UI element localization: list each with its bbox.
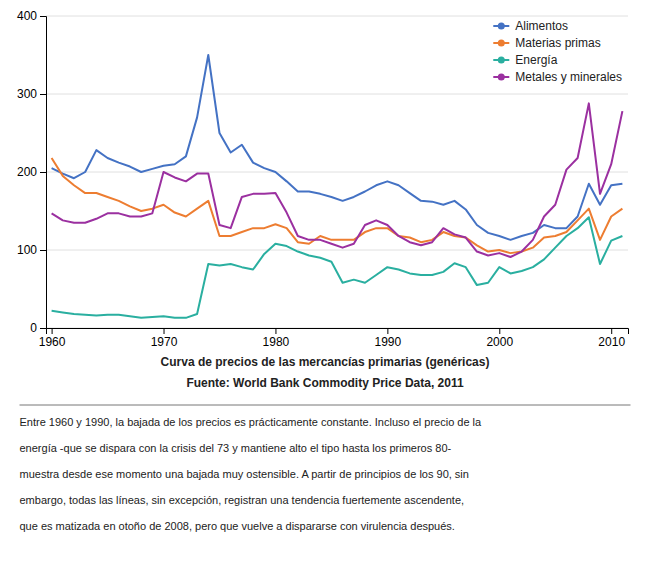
y-tick: 300 xyxy=(17,87,46,101)
series-line xyxy=(52,55,623,240)
tick-mark xyxy=(40,16,46,17)
lines xyxy=(52,55,623,318)
tick-mark xyxy=(40,250,46,251)
separator xyxy=(20,405,631,406)
y-axis: 0 100 200 300 400 xyxy=(17,9,47,335)
grid-line xyxy=(46,172,628,173)
tick-label: 1960 xyxy=(39,335,66,349)
tick-label: 100 xyxy=(17,243,37,257)
y-tick: 100 xyxy=(17,243,46,257)
tick-label: 1980 xyxy=(263,335,290,349)
x-tick: 1990 xyxy=(375,328,402,349)
legend-label: Energía xyxy=(515,53,557,67)
legend-swatch-marker xyxy=(498,40,505,47)
tick-label: 300 xyxy=(17,87,37,101)
tick-mark xyxy=(611,328,612,334)
tick-label: 2010 xyxy=(598,335,625,349)
legend-item: Metales y minerales xyxy=(493,70,622,84)
x-tick: 1960 xyxy=(39,328,66,349)
legend-label: Alimentos xyxy=(515,19,568,33)
caption: Entre 1960 y 1990, la bajada de los prec… xyxy=(20,416,483,532)
tick-label: 0 xyxy=(30,321,37,335)
tick-mark xyxy=(499,328,500,334)
grid-line xyxy=(46,16,628,17)
grid-line xyxy=(46,250,628,251)
legend-item: Alimentos xyxy=(493,19,568,33)
y-tick: 400 xyxy=(17,9,46,23)
grid xyxy=(46,16,628,328)
subtitle: Fuente: World Bank Commodity Price Data,… xyxy=(186,376,464,390)
series-line xyxy=(52,103,623,257)
tick-label: 2000 xyxy=(486,335,513,349)
y-tick: 0 xyxy=(30,321,46,335)
legend-item: Materias primas xyxy=(493,36,600,50)
caption-line: energía -que se dispara con la crisis de… xyxy=(20,442,452,454)
caption-line: muestra desde ese momento una bajada muy… xyxy=(20,468,469,480)
chart: 1960 1970 1980 1990 2000 2010 0 100 200 300 400 Ali… xyxy=(0,0,650,572)
y-tick: 200 xyxy=(17,165,46,179)
legend-label: Materias primas xyxy=(515,36,600,50)
tick-label: 1970 xyxy=(151,335,178,349)
x-tick: 1980 xyxy=(263,328,290,349)
tick-mark xyxy=(40,94,46,95)
series-line xyxy=(52,158,623,253)
legend-item: Energía xyxy=(493,53,557,67)
caption-line: Entre 1960 y 1990, la bajada de los prec… xyxy=(20,416,483,428)
tick-label: 1990 xyxy=(375,335,402,349)
x-tick: 1970 xyxy=(151,328,178,349)
legend: Alimentos Materias primas Energía Metales y… xyxy=(493,19,622,84)
tick-mark xyxy=(275,328,276,334)
legend-swatch-marker xyxy=(498,57,505,64)
caption-line: que es matizada en otoño de 2008, pero q… xyxy=(20,520,455,532)
x-axis: 1960 1970 1980 1990 2000 2010 xyxy=(39,328,629,349)
tick-mark xyxy=(40,172,46,173)
legend-swatch-marker xyxy=(498,23,505,30)
legend-swatch-marker xyxy=(498,74,505,81)
tick-mark xyxy=(40,328,46,329)
x-tick: 2000 xyxy=(486,328,513,349)
grid-line xyxy=(46,94,628,95)
x-tick: 2010 xyxy=(598,328,625,349)
plot-area: 1960 1970 1980 1990 2000 2010 0 100 200 300 400 Ali… xyxy=(17,9,629,348)
tick-label: 400 xyxy=(17,9,37,23)
tick-mark xyxy=(52,328,53,334)
tick-mark xyxy=(164,328,165,334)
tick-label: 200 xyxy=(17,165,37,179)
title: Curva de precios de las mercancías prima… xyxy=(161,355,490,369)
tick-mark xyxy=(387,328,388,334)
legend-label: Metales y minerales xyxy=(515,70,622,84)
axis-line xyxy=(40,17,47,329)
caption-line: embargo, todas las líneas, sin excepción… xyxy=(20,494,465,506)
axis-line xyxy=(47,329,629,335)
